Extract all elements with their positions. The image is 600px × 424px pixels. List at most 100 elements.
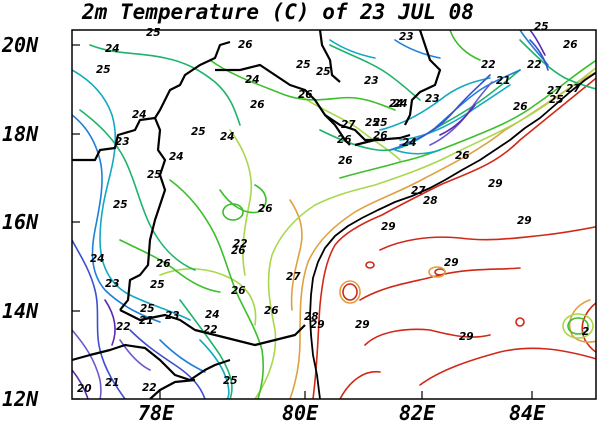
contour-value-label: 26: [563, 39, 578, 51]
lon-label-82e: 82E: [399, 401, 436, 424]
contour-value-label: 29: [444, 257, 459, 269]
contour-value-label: 28: [304, 311, 319, 323]
contour-value-label: 25: [96, 64, 111, 76]
contour-value-label: 26: [337, 134, 352, 146]
contour-value-label: 26: [373, 130, 388, 142]
contour-value-label: 22: [142, 382, 157, 394]
plot-area: [72, 30, 596, 399]
contour-value-label: 24: [205, 309, 220, 321]
contour-value-label: 22: [527, 59, 542, 71]
contour-value-label: 22: [203, 324, 218, 336]
contour-value-label: 23: [165, 310, 180, 322]
contour-value-label: 25: [191, 126, 206, 138]
contour-26: [119, 30, 596, 399]
state-border-odisha: [404, 30, 442, 126]
lon-label-80e: 80E: [282, 401, 319, 424]
contour-value-label: 25: [373, 117, 388, 129]
contour-value-label: 29: [488, 178, 503, 190]
contour-20: [72, 30, 546, 399]
contour-value-label: 28: [423, 195, 438, 207]
contour-value-label: 26: [258, 203, 273, 215]
contour-value-label: 26: [298, 89, 313, 101]
lon-label-84e: 84E: [509, 401, 546, 424]
contour-22: [72, 39, 549, 399]
contour-value-label: 29: [310, 319, 325, 331]
state-border-west: [72, 40, 231, 162]
state-border-deep-south: [149, 378, 196, 399]
contour-24: [72, 39, 511, 399]
contour-value-label: 22: [116, 321, 131, 333]
contour-value-label: 23: [425, 93, 440, 105]
contour-value-label: 23: [105, 278, 120, 290]
state-border-south: [119, 309, 306, 347]
contour-value-label: 26: [238, 39, 253, 51]
contour-value-label: 24: [169, 151, 184, 163]
contour-value-label: 25: [223, 375, 238, 387]
contour-value-label: 22: [481, 59, 496, 71]
contour-value-label: 27: [286, 271, 301, 283]
contour-value-label: 25: [534, 21, 549, 33]
contour-value-label: 20: [77, 383, 92, 395]
contour-value-label: 23: [364, 75, 379, 87]
contour-value-label: 27: [411, 185, 426, 197]
contour-value-label: 26: [231, 245, 246, 257]
lat-label-16n: 16N: [2, 210, 39, 234]
contour-value-label: 21: [105, 377, 120, 389]
state-border-southwest: [72, 343, 231, 382]
contour-value-label: 23: [115, 136, 130, 148]
contour-value-label: 26: [455, 150, 470, 162]
contour-value-label: 25: [146, 27, 161, 39]
contour-29: [312, 77, 596, 399]
contour-value-label: 24: [132, 109, 147, 121]
contour-value-label: 21: [139, 315, 154, 327]
state-border-east: [324, 114, 351, 146]
contour-value-label: 24: [393, 98, 408, 110]
contour-value-label: 26: [250, 99, 265, 111]
contour-value-label: 24: [220, 131, 235, 143]
contour-value-label: 26: [156, 258, 171, 270]
contour-value-label: 25: [147, 169, 162, 181]
contour-value-label: 26: [338, 155, 353, 167]
contour-27: [159, 67, 596, 399]
contour-value-label: 24: [402, 137, 417, 149]
lat-label-20n: 20N: [1, 33, 39, 57]
contour-value-label: 25: [140, 303, 155, 315]
lat-label-18n: 18N: [2, 122, 39, 146]
state-border-central: [119, 117, 167, 311]
contour-value-label: 22: [233, 238, 248, 250]
coastline: [309, 71, 596, 399]
contour-value-label: 25: [150, 279, 165, 291]
contour-value-label: 26: [264, 305, 279, 317]
contour-value-label: 29: [381, 221, 396, 233]
contour-value-label: 25: [549, 94, 564, 106]
lat-label-14n: 14N: [2, 299, 39, 323]
contour-value-label: 27: [566, 83, 581, 95]
contour-value-label: 27: [547, 85, 562, 97]
contour-value-label: 25: [365, 117, 380, 129]
contour-value-label: 24: [90, 253, 105, 265]
contour-value-label: 23: [399, 31, 414, 43]
contour-value-label: 24: [389, 98, 404, 110]
contour-value-label: 27: [341, 119, 356, 131]
contour-value-label: 24: [105, 43, 120, 55]
state-border-east-2: [354, 133, 411, 147]
contour-value-label: 26: [231, 285, 246, 297]
state-border-northeast: [318, 30, 341, 83]
contour-value-label: 21: [496, 75, 511, 87]
contour-value-label: 24: [245, 74, 260, 86]
contour-value-label: 2: [582, 326, 589, 338]
lon-label-78e: 78E: [138, 401, 175, 424]
contour-value-label: 25: [296, 59, 311, 71]
lat-ticks: [72, 44, 533, 400]
map-title: 2m Temperature (C) of 23 JUL 08: [81, 0, 474, 24]
contour-value-label: 29: [517, 215, 532, 227]
contour-value-label: 25: [113, 199, 128, 211]
contour-value-label: 26: [513, 101, 528, 113]
contour-25: [79, 39, 596, 399]
contour-value-label: 29: [355, 319, 370, 331]
plot-frame: [71, 29, 597, 400]
contour-value-label: 25: [316, 66, 331, 78]
contour-value-label: 29: [459, 331, 474, 343]
